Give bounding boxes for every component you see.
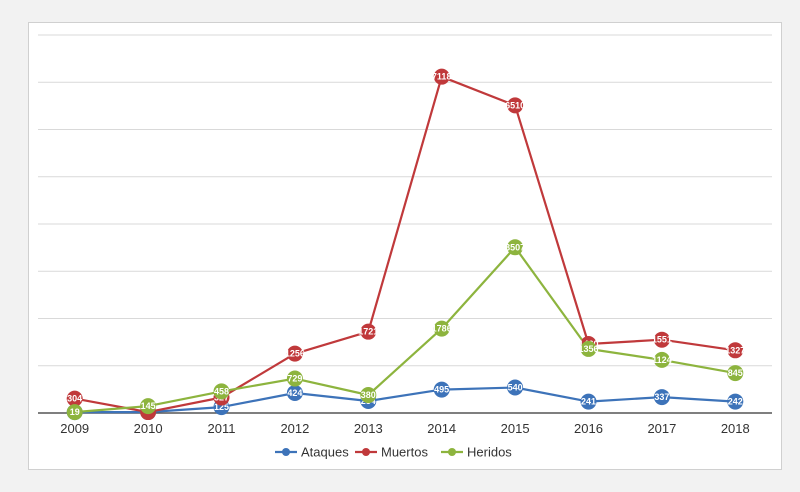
x-tick-label: 2018 bbox=[721, 421, 750, 436]
data-point-ataques bbox=[507, 379, 524, 396]
data-label-muertos: 1327 bbox=[725, 345, 745, 355]
data-point-muertos bbox=[286, 345, 303, 362]
data-label-heridos: 145 bbox=[141, 401, 156, 411]
data-point-ataques bbox=[653, 389, 670, 406]
data-label-ataques: 125 bbox=[214, 402, 229, 412]
data-point-muertos bbox=[360, 323, 377, 340]
data-label-ataques: 241 bbox=[581, 397, 596, 407]
series-line-muertos bbox=[74, 75, 736, 414]
data-label-heridos: 3507 bbox=[505, 242, 525, 252]
data-label-heridos: 1124 bbox=[652, 355, 672, 365]
data-label-heridos: 458 bbox=[214, 386, 229, 396]
data-label-heridos: 729 bbox=[287, 374, 302, 384]
data-point-ataques bbox=[727, 393, 744, 410]
data-label-heridos: 380 bbox=[361, 390, 376, 400]
data-point-heridos bbox=[213, 383, 230, 400]
data-label-muertos: 6510 bbox=[505, 100, 525, 110]
data-point-ataques bbox=[433, 381, 450, 398]
data-label-muertos: 1256 bbox=[285, 349, 305, 359]
x-tick-label: 2016 bbox=[574, 421, 603, 436]
legend-marker-heridos bbox=[448, 448, 456, 456]
series-line-heridos bbox=[74, 246, 736, 414]
data-label-muertos: 1721 bbox=[358, 327, 378, 337]
x-tick-labels: 2009 2010 2011 2012 2013 2014 2015 2016 2017 2018 bbox=[60, 421, 750, 436]
data-point-heridos bbox=[580, 340, 597, 357]
legend-marker-ataques bbox=[282, 448, 290, 456]
x-tick-label: 2013 bbox=[354, 421, 383, 436]
data-points: 1912542425449554024133724230432712561721… bbox=[66, 68, 745, 421]
legend-label-ataques: Ataques bbox=[301, 445, 349, 460]
series-lines bbox=[74, 75, 736, 414]
legend-label-heridos: Heridos bbox=[467, 445, 512, 460]
x-tick-label: 2017 bbox=[647, 421, 676, 436]
data-point-heridos bbox=[140, 398, 157, 415]
data-label-ataques: 540 bbox=[508, 382, 523, 392]
data-point-heridos bbox=[66, 404, 83, 421]
data-label-heridos: 845 bbox=[728, 368, 743, 378]
data-point-muertos bbox=[727, 342, 744, 359]
legend-marker-muertos bbox=[362, 448, 370, 456]
legend: Ataques Muertos Heridos bbox=[275, 445, 512, 460]
x-tick-label: 2015 bbox=[501, 421, 530, 436]
legend-label-muertos: Muertos bbox=[381, 445, 428, 460]
data-point-muertos bbox=[433, 68, 450, 85]
data-point-muertos bbox=[66, 390, 83, 407]
x-tick-label: 2014 bbox=[427, 421, 456, 436]
series-line-ataques bbox=[74, 386, 736, 414]
x-tick-label: 2011 bbox=[208, 421, 236, 436]
data-label-ataques: 242 bbox=[728, 397, 743, 407]
data-label-ataques: 424 bbox=[287, 388, 302, 398]
data-point-heridos bbox=[360, 387, 377, 404]
data-label-muertos: 1551 bbox=[652, 335, 672, 345]
x-tick-label: 2012 bbox=[280, 421, 309, 436]
data-point-muertos bbox=[507, 97, 524, 114]
data-point-heridos bbox=[507, 239, 524, 256]
data-label-muertos: 304 bbox=[67, 394, 82, 404]
gridlines bbox=[38, 34, 772, 367]
data-label-heridos: 1356 bbox=[578, 344, 598, 354]
x-tick-label: 2009 bbox=[60, 421, 89, 436]
data-label-ataques: 495 bbox=[434, 385, 449, 395]
data-label-muertos: 7118 bbox=[432, 72, 452, 82]
data-point-heridos bbox=[727, 365, 744, 382]
data-point-heridos bbox=[433, 320, 450, 337]
data-label-ataques: 337 bbox=[654, 392, 669, 402]
data-point-muertos bbox=[653, 331, 670, 348]
data-point-heridos bbox=[286, 370, 303, 387]
x-tick-label: 2010 bbox=[134, 421, 163, 436]
data-point-ataques bbox=[580, 393, 597, 410]
data-label-heridos: 1786 bbox=[432, 324, 452, 334]
data-label-heridos: 19 bbox=[70, 407, 80, 417]
data-point-heridos bbox=[653, 351, 670, 368]
data-point-ataques bbox=[286, 384, 303, 401]
